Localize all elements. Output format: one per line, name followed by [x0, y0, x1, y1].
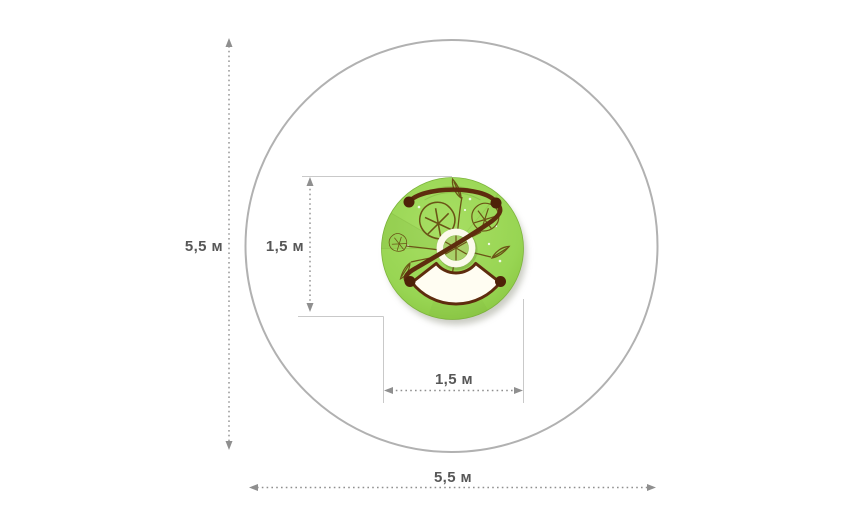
safety-zone-circle: [244, 39, 659, 453]
rail-knobs: [403, 196, 506, 287]
bench-seat: [410, 261, 502, 306]
carousel-equipment: [381, 177, 527, 325]
arrow-right-icon: [514, 387, 523, 394]
knob: [490, 197, 502, 209]
arrow-up-icon: [306, 177, 314, 186]
knob: [404, 276, 416, 287]
equipment-height-label: 1,5 м: [266, 238, 304, 255]
knob: [495, 276, 506, 287]
arrow-left-icon: [384, 387, 393, 394]
handrail: [403, 187, 503, 286]
zone-height-label: 5,5 м: [185, 238, 223, 255]
zone-width-label: 5,5 м: [434, 469, 472, 486]
equipment-width-label: 1,5 м: [435, 371, 473, 388]
dimension-lines: [228, 46, 648, 489]
dimension-arrowheads: [225, 38, 656, 491]
extension-lines: [298, 176, 524, 403]
arrow-down-icon: [306, 303, 314, 312]
arrow-left-icon: [249, 484, 258, 491]
arrow-down-icon: [225, 441, 233, 450]
arrow-up-icon: [225, 38, 233, 47]
arrow-right-icon: [647, 484, 656, 491]
knob: [403, 196, 415, 208]
